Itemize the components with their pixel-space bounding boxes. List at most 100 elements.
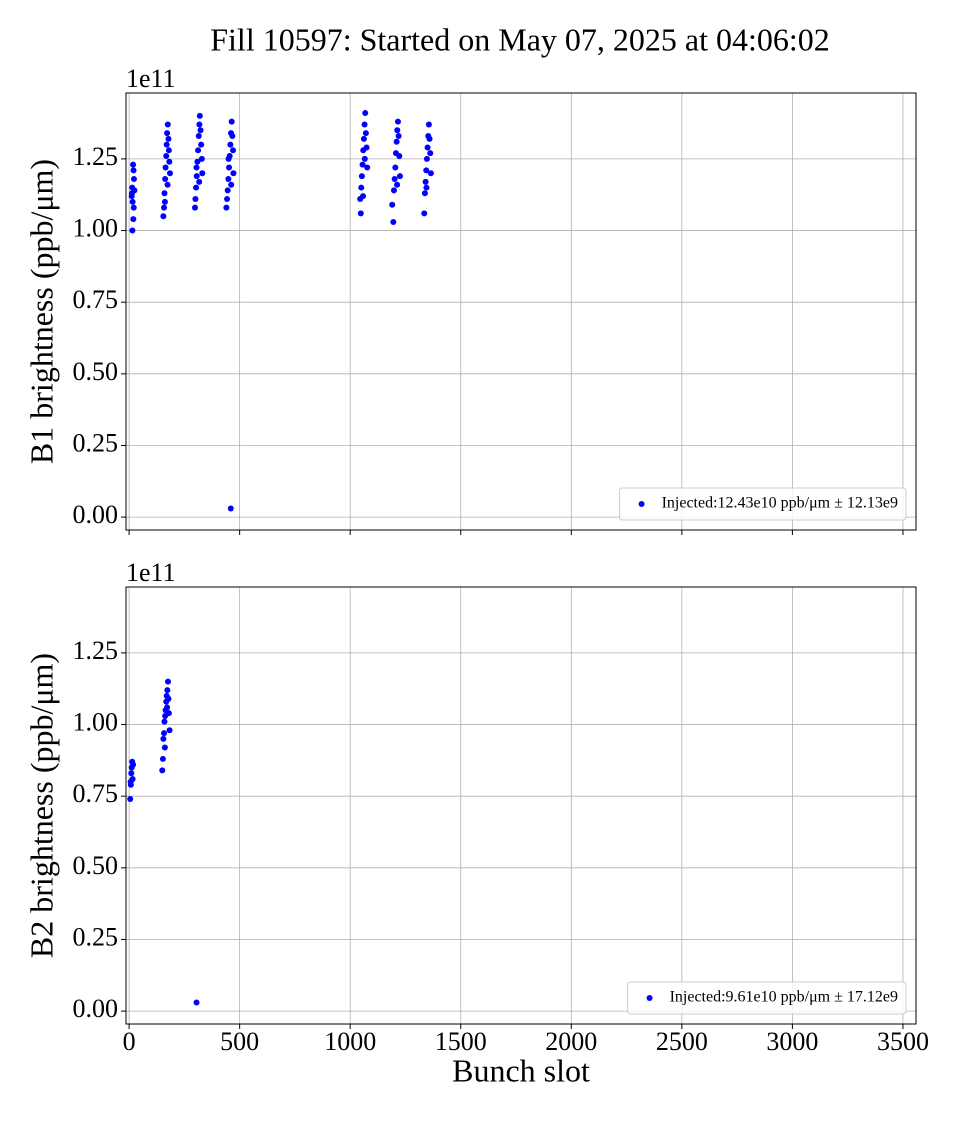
data-point: [164, 181, 171, 188]
y-tick-label: 1.25: [73, 636, 119, 665]
data-point: [424, 144, 431, 151]
legend-label: Injected:12.43e10 ppb/μm ± 12.13e9: [662, 495, 898, 512]
x-tick-label: 3500: [877, 1027, 929, 1056]
data-point: [161, 190, 168, 197]
plot-frame: [125, 586, 917, 1025]
data-point: [359, 161, 366, 168]
figure-title: Fill 10597: Started on May 07, 2025 at 0…: [210, 21, 830, 57]
data-point: [165, 135, 172, 142]
y-tick-label: 0.75: [73, 779, 119, 808]
data-point: [423, 167, 430, 174]
data-point: [165, 710, 172, 717]
data-point: [229, 132, 236, 139]
data-point: [362, 130, 369, 137]
plot-frame: [125, 92, 917, 531]
data-point: [194, 158, 201, 165]
data-point: [162, 164, 169, 171]
data-point: [130, 167, 137, 174]
y-tick-label: 0.25: [73, 428, 119, 457]
y-tick-label: 0.75: [73, 285, 119, 314]
legend: Injected:12.43e10 ppb/μm ± 12.13e9: [619, 487, 907, 521]
data-point: [389, 201, 396, 208]
data-point: [127, 778, 134, 785]
data-point: [165, 695, 172, 702]
legend-box: [627, 981, 907, 1015]
data-point: [393, 138, 400, 145]
data-point: [193, 164, 200, 171]
legend-marker: [646, 995, 653, 1001]
offset-text: 1e11: [126, 64, 176, 93]
data-point: [129, 227, 136, 234]
data-point: [426, 135, 433, 142]
legend-label: Injected:9.61e10 ppb/μm ± 17.12e9: [670, 989, 898, 1006]
x-axis-label: Bunch slot: [452, 1052, 590, 1088]
data-point: [195, 147, 202, 154]
data-point: [196, 178, 203, 185]
y-tick-label: 1.00: [73, 214, 119, 243]
data-point: [423, 155, 430, 162]
x-tick-label: 2000: [545, 1027, 597, 1056]
data-point: [394, 127, 401, 134]
data-point: [422, 178, 429, 185]
data-point: [193, 173, 200, 180]
legend-marker: [638, 501, 645, 507]
offset-text: 1e11: [126, 558, 176, 587]
data-point: [363, 144, 370, 151]
data-point: [130, 216, 137, 223]
data-point: [161, 744, 168, 751]
data-point: [361, 121, 368, 128]
data-point: [225, 155, 232, 162]
data-point: [227, 141, 234, 148]
data-point: [196, 112, 203, 119]
data-point: [197, 127, 204, 134]
data-point: [226, 164, 233, 171]
data-point: [223, 204, 230, 211]
y-tick-label: 1.25: [73, 142, 119, 171]
data-point: [193, 999, 200, 1006]
data-point: [166, 170, 173, 177]
data-point: [163, 141, 170, 148]
data-point: [396, 153, 403, 160]
data-point: [357, 210, 364, 217]
data-point: [394, 181, 401, 188]
data-point: [130, 204, 137, 211]
data-point: [198, 155, 205, 162]
y-tick-label: 0.50: [73, 851, 119, 880]
data-point: [127, 796, 134, 803]
data-point: [225, 175, 232, 182]
data-point: [160, 213, 167, 220]
data-point: [230, 170, 237, 177]
legend-box: [619, 487, 907, 521]
data-point: [130, 761, 137, 768]
data-point: [394, 118, 401, 125]
y-tick-label: 0.50: [73, 357, 119, 386]
x-tick-label: 1500: [435, 1027, 487, 1056]
data-point: [195, 132, 202, 139]
x-tick-label: 3000: [766, 1027, 818, 1056]
data-point: [396, 173, 403, 180]
data-point: [360, 193, 367, 200]
y-tick-label: 0.25: [73, 922, 119, 951]
data-point: [128, 190, 135, 197]
data-point: [423, 184, 430, 191]
data-point: [392, 164, 399, 171]
data-point: [166, 158, 173, 165]
data-point: [395, 132, 402, 139]
data-point: [390, 218, 397, 225]
data-point: [192, 196, 199, 203]
data-point: [224, 196, 231, 203]
data-point: [130, 161, 137, 168]
data-point: [224, 187, 231, 194]
x-tick-label: 2500: [656, 1027, 708, 1056]
data-point: [166, 727, 173, 734]
data-point: [163, 153, 170, 160]
data-point: [362, 110, 369, 117]
data-point: [425, 121, 432, 128]
data-point: [228, 181, 235, 188]
data-point: [162, 175, 169, 182]
data-point: [161, 198, 168, 205]
data-point: [130, 175, 137, 182]
data-point: [390, 187, 397, 194]
y-tick-label: 1.00: [73, 708, 119, 737]
